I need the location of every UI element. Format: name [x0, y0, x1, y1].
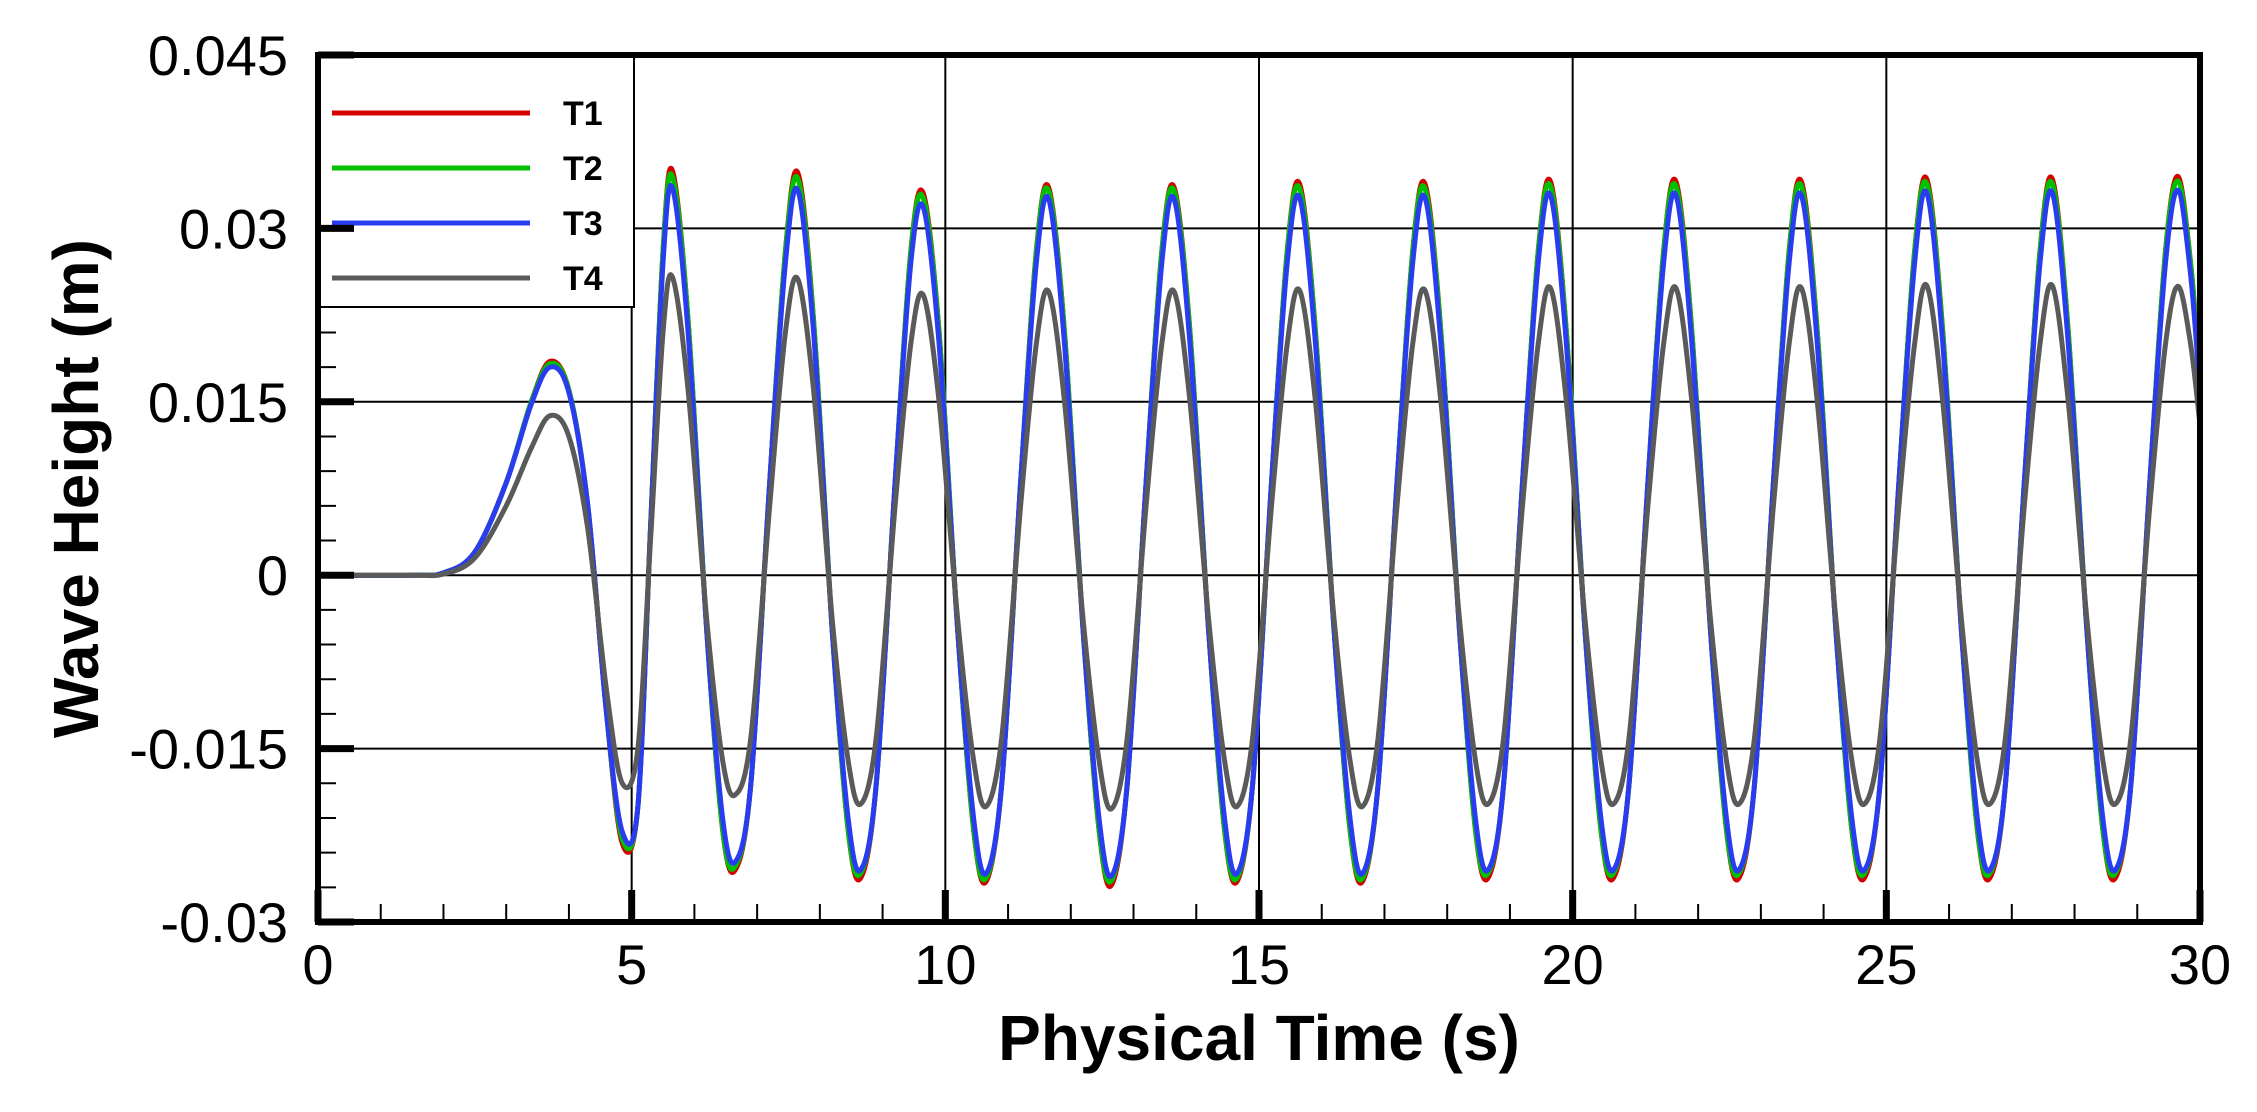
y-tick-label: 0.015 — [148, 371, 288, 434]
legend-box — [319, 56, 635, 308]
x-axis-title: Physical Time (s) — [998, 1002, 1520, 1074]
series-line-t3 — [315, 183, 2203, 880]
x-tick-label: 15 — [1228, 933, 1290, 996]
major-ticks — [314, 51, 2204, 926]
legend-label-t1: T1 — [563, 95, 603, 133]
legend: T1 T2 T3 T4 — [319, 56, 635, 308]
y-tick-labels: -0.03 -0.015 0 0.015 0.03 0.045 — [129, 24, 288, 954]
series-line-t4 — [315, 272, 2203, 812]
y-tick-label: 0.045 — [148, 24, 288, 87]
x-tick-label: 20 — [1542, 933, 1604, 996]
x-tick-label: 5 — [616, 933, 647, 996]
x-tick-label: 25 — [1855, 933, 1917, 996]
legend-label-t4: T4 — [563, 260, 603, 298]
x-tick-label: 10 — [914, 933, 976, 996]
y-tick-label: -0.03 — [160, 891, 288, 954]
y-tick-label: 0.03 — [179, 197, 288, 260]
series-lines — [315, 166, 2203, 890]
y-tick-label: -0.015 — [129, 718, 288, 781]
y-tick-label: 0 — [257, 544, 288, 607]
x-tick-label: 0 — [302, 933, 333, 996]
legend-label-t3: T3 — [563, 205, 603, 243]
x-tick-label: 30 — [2169, 933, 2231, 996]
y-axis-title: Wave Height (m) — [40, 239, 112, 738]
legend-label-t2: T2 — [563, 150, 603, 188]
x-tick-labels: 0 5 10 15 20 25 30 — [302, 933, 2231, 996]
